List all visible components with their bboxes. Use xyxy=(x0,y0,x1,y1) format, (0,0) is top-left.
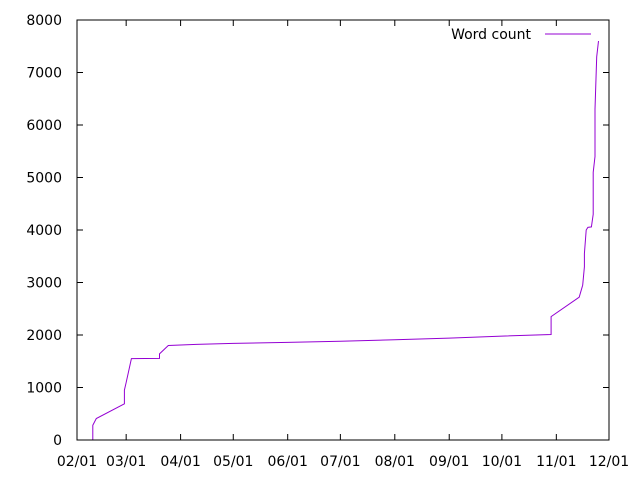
y-tick-label: 2000 xyxy=(26,328,62,344)
x-tick-label: 11/01 xyxy=(536,454,576,470)
x-tick-label: 08/01 xyxy=(375,454,415,470)
series-layer xyxy=(92,40,599,440)
y-tick-label: 4000 xyxy=(26,223,62,239)
x-tick-label: 03/01 xyxy=(106,454,146,470)
legend-label-word-count: Word count xyxy=(451,27,531,43)
y-tick-label: 1000 xyxy=(26,381,62,397)
y-tick-label: 0 xyxy=(53,433,62,449)
x-tick-label: 07/01 xyxy=(320,454,360,470)
x-tick-label: 10/01 xyxy=(482,454,522,470)
series-line-word-count xyxy=(92,40,599,440)
x-tick-label: 09/01 xyxy=(429,454,469,470)
y-tick-label: 7000 xyxy=(26,66,62,82)
x-tick-label: 04/01 xyxy=(160,454,200,470)
x-tick-label: 12/01 xyxy=(589,454,629,470)
plot-frame xyxy=(76,19,610,441)
y-tick-label: 5000 xyxy=(26,171,62,187)
x-tick-label: 05/01 xyxy=(213,454,253,470)
x-axis: 02/01 03/01 04/01 05/01 06/01 07/01 08/01 09/01… xyxy=(57,20,629,470)
x-tick-label: 06/01 xyxy=(268,454,308,470)
y-tick-label: 6000 xyxy=(26,118,62,134)
legend: Word count xyxy=(451,27,591,43)
y-tick-label: 3000 xyxy=(26,276,62,292)
x-tick-label: 02/01 xyxy=(57,454,97,470)
y-axis: 0 1000 2000 3000 4000 5000 6000 7000 8000 xyxy=(26,13,609,449)
y-tick-label: 8000 xyxy=(26,13,62,29)
